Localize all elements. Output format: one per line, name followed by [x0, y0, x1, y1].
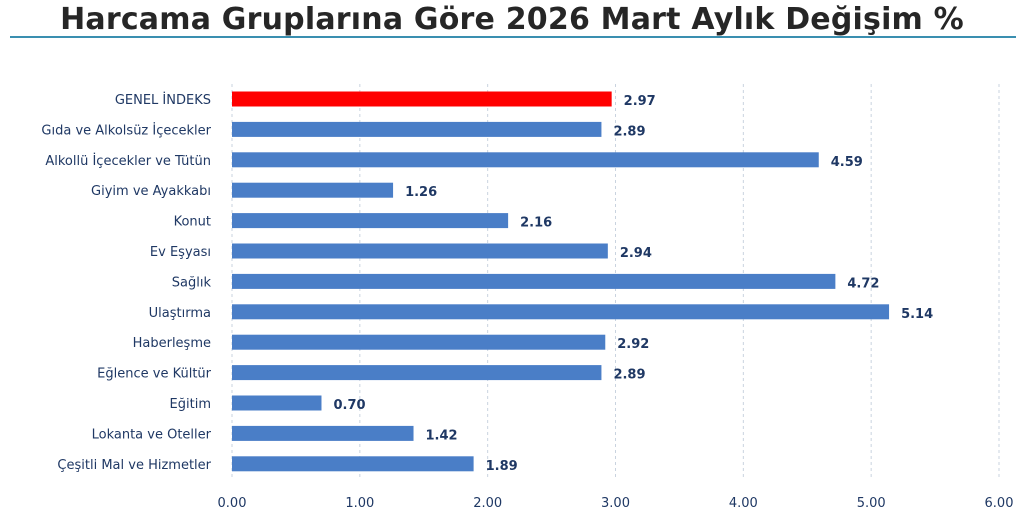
x-tick-label: 1.00: [345, 496, 374, 511]
bar: [232, 304, 890, 320]
chart-title: Harcama Gruplarına Göre 2026 Mart Aylık …: [60, 2, 964, 37]
x-tick-label: 4.00: [729, 496, 758, 511]
value-label: 2.97: [624, 94, 656, 109]
value-label: 1.42: [426, 428, 458, 443]
category-label: Eğlence ve Kültür: [97, 367, 211, 382]
bar: [232, 243, 608, 259]
bar: [232, 152, 819, 168]
value-label: 4.59: [831, 155, 863, 170]
value-label: 4.72: [847, 276, 879, 291]
category-labels: GENEL İNDEKS Gıda ve Alkolsüz İçecekler Al…: [41, 92, 211, 473]
x-tick-label: 5.00: [857, 496, 886, 511]
bar: [232, 334, 606, 350]
value-labels: 2.97 2.89 4.59 1.26 2.16 2.94 4.72 5.14 2.92 2.89…: [333, 94, 933, 474]
x-tick-label: 6.00: [985, 496, 1014, 511]
category-label: Gıda ve Alkolsüz İçecekler: [41, 122, 211, 138]
category-label: Eğitim: [170, 397, 211, 412]
bar: [232, 395, 322, 411]
bar: [232, 121, 602, 137]
bars: [232, 91, 890, 472]
category-label: Ulaştırma: [149, 306, 211, 321]
category-label: Haberleşme: [133, 336, 211, 351]
x-axis-ticks: 0.00 1.00 2.00 3.00 4.00 5.00 6.00: [218, 496, 1014, 511]
value-label: 5.14: [901, 307, 933, 322]
value-label: 2.92: [617, 337, 649, 352]
value-label: 2.16: [520, 216, 552, 231]
bar: [232, 213, 509, 229]
category-label: GENEL İNDEKS: [115, 92, 211, 108]
x-tick-label: 2.00: [473, 496, 502, 511]
bar-highlight: [232, 91, 612, 107]
category-label: Alkollü İçecekler ve Tütün: [45, 153, 211, 169]
category-label: Konut: [174, 215, 211, 230]
bar: [232, 365, 602, 381]
value-label: 2.94: [620, 246, 652, 261]
value-label: 2.89: [613, 124, 645, 139]
value-label: 1.26: [405, 185, 437, 200]
value-label: 1.89: [486, 459, 518, 474]
bar: [232, 425, 414, 441]
category-label: Lokanta ve Oteller: [92, 427, 212, 442]
bar: [232, 456, 474, 472]
value-label: 0.70: [333, 398, 365, 413]
category-label: Sağlık: [172, 275, 212, 290]
category-label: Ev Eşyası: [150, 245, 211, 260]
value-label: 2.89: [613, 368, 645, 383]
bar: [232, 182, 394, 198]
category-label: Giyim ve Ayakkabı: [91, 184, 211, 199]
x-tick-label: 0.00: [218, 496, 247, 511]
title-underline: [10, 36, 1016, 38]
bar: [232, 273, 836, 289]
category-label: Çeşitli Mal ve Hizmetler: [57, 458, 211, 473]
x-tick-label: 3.00: [601, 496, 630, 511]
